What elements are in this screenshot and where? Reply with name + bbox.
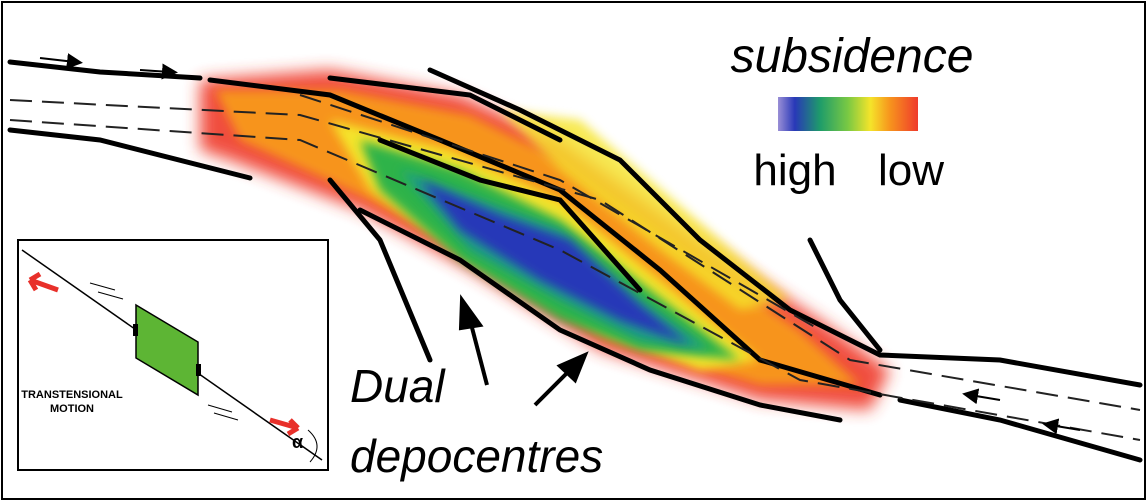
diagram: subsidence high low Dual depocentres TRA… (0, 0, 1147, 501)
legend-scale (778, 97, 918, 131)
annotation-line: depocentres (350, 430, 603, 482)
annotation-line: Dual (350, 360, 446, 412)
inset-angle: α (292, 432, 303, 452)
inset: TRANSTENSIONAL MOTION α (18, 240, 328, 470)
legend-title: subsidence (731, 30, 974, 83)
inset-label: MOTION (50, 403, 94, 415)
legend-low: low (878, 146, 944, 195)
inset-label: TRANSTENSIONAL (21, 389, 123, 401)
legend-high: high (753, 146, 836, 195)
